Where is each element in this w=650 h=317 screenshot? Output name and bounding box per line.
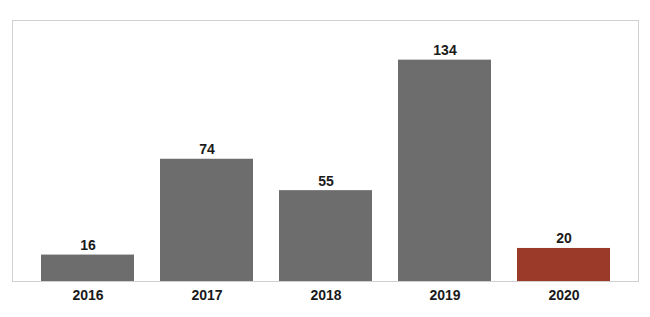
svg-text:55: 55 [318, 173, 334, 189]
svg-text:20: 20 [556, 230, 572, 246]
svg-text:74: 74 [199, 141, 215, 157]
svg-text:16: 16 [80, 237, 96, 253]
svg-text:2018: 2018 [310, 287, 341, 303]
svg-text:2016: 2016 [72, 287, 103, 303]
svg-text:2017: 2017 [191, 287, 222, 303]
svg-text:2020: 2020 [548, 287, 579, 303]
svg-text:134: 134 [433, 42, 457, 58]
svg-text:2019: 2019 [429, 287, 460, 303]
